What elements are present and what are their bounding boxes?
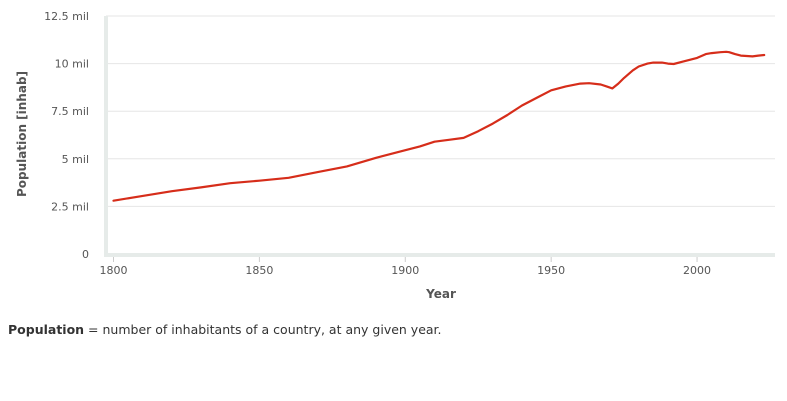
y-axis-ticks: 0 2.5 mil 5 mil 7.5 mil 10 mil 12.5 mil: [44, 10, 89, 261]
y-axis-title: Population [inhab]: [15, 71, 29, 197]
y-tick-label: 7.5 mil: [51, 105, 89, 118]
y-tick-label: 10 mil: [55, 58, 89, 71]
population-definition: Population = number of inhabitants of a …: [8, 322, 442, 337]
series-line-population: [112, 50, 766, 202]
x-axis-ticks: 1800 1850 1900 1950 2000: [100, 257, 711, 277]
y-tick-label: 0: [82, 248, 89, 261]
definition-text: = number of inhabitants of a country, at…: [84, 322, 442, 337]
x-tick-label: 2000: [683, 264, 711, 277]
x-axis-title: Year: [425, 287, 456, 301]
y-tick-label: 12.5 mil: [44, 10, 89, 23]
x-tick-label: 1900: [391, 264, 419, 277]
grid-lines: [106, 15, 775, 207]
series-layer: [112, 50, 766, 202]
x-tick-label: 1800: [100, 264, 128, 277]
x-tick-label: 1850: [245, 264, 273, 277]
y-tick-label: 2.5 mil: [51, 200, 89, 213]
y-tick-label: 5 mil: [62, 153, 89, 166]
x-tick-label: 1950: [537, 264, 565, 277]
definition-term: Population: [8, 322, 85, 337]
